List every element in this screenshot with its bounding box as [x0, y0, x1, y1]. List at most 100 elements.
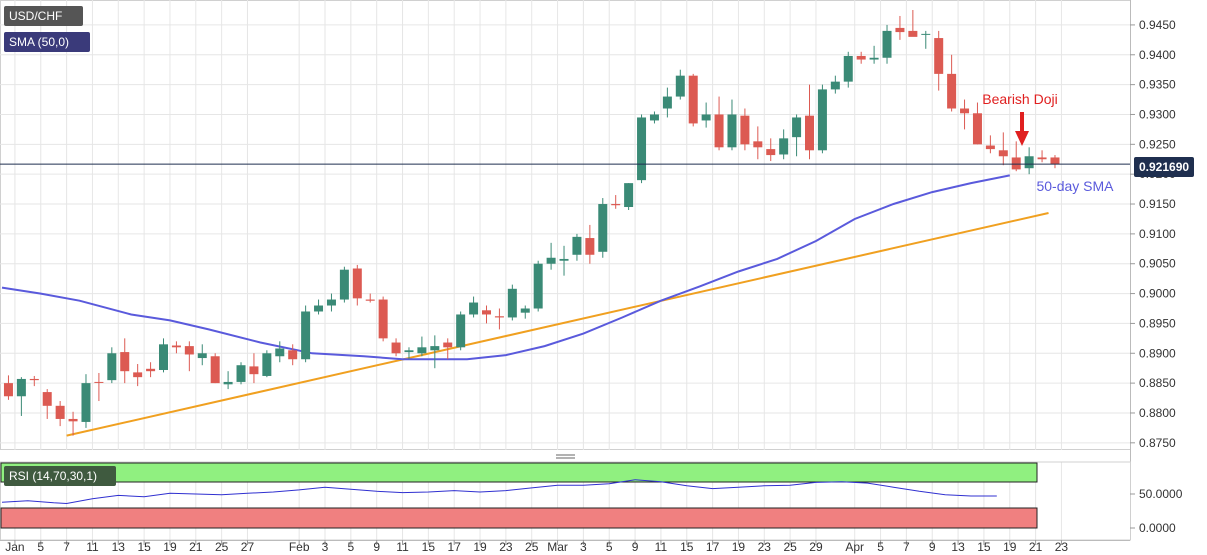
- candle-body: [882, 30, 892, 58]
- candle: [262, 350, 272, 378]
- date-tick-label: 25: [215, 540, 229, 554]
- sma-series: [1, 174, 1010, 361]
- candle: [882, 24, 892, 64]
- candle: [1050, 155, 1060, 169]
- date-tick-label: 5: [877, 540, 884, 554]
- candle: [55, 401, 65, 427]
- candle: [3, 375, 13, 400]
- candle: [714, 96, 724, 151]
- panel-splitter-handle[interactable]: [556, 454, 575, 459]
- candle: [817, 84, 827, 154]
- candle-body: [146, 368, 156, 372]
- date-tick-label: 7: [903, 540, 910, 554]
- candle: [792, 114, 802, 157]
- candle: [391, 338, 401, 357]
- candle-body: [637, 117, 647, 181]
- candle-body: [326, 299, 336, 306]
- date-tick-label: 9: [929, 540, 936, 554]
- candle: [662, 87, 672, 118]
- candle: [559, 245, 569, 276]
- candle: [29, 375, 39, 387]
- candle-body: [675, 75, 685, 97]
- candle-body: [714, 114, 724, 148]
- date-tick-label: 25: [525, 540, 539, 554]
- candle-body: [805, 115, 814, 151]
- candle-body: [792, 117, 802, 138]
- candle: [107, 347, 117, 384]
- trendline: [66, 212, 1049, 437]
- candle-body: [29, 378, 39, 381]
- candle-body: [934, 38, 944, 74]
- candle-body: [1011, 157, 1021, 170]
- date-tick-label: 23: [758, 540, 772, 554]
- candle: [675, 69, 685, 100]
- candle-body: [456, 314, 466, 348]
- candle-body: [55, 405, 65, 419]
- candles: [3, 10, 1060, 436]
- date-tick-label: 15: [977, 540, 991, 554]
- date-tick-label: 19: [732, 540, 746, 554]
- candle-body: [960, 108, 970, 114]
- date-tick-label: 15: [137, 540, 151, 554]
- candle: [520, 305, 530, 319]
- grid: [0, 0, 1131, 540]
- date-tick-label: 5: [37, 540, 44, 554]
- date-tick-label: 23: [499, 540, 513, 554]
- candle-body: [624, 183, 634, 208]
- candle: [921, 30, 931, 49]
- date-tick-label: 15: [422, 540, 436, 554]
- date-tick-label: 7: [63, 540, 70, 554]
- candle: [184, 341, 194, 372]
- date-tick-label: Feb: [289, 540, 310, 554]
- annotations: Bearish Doji 50-day SMA: [982, 91, 1114, 194]
- candle-body: [843, 55, 853, 82]
- sma-indicator-label[interactable]: SMA (50,0): [4, 32, 90, 52]
- candle-body: [559, 258, 569, 261]
- candle-body: [94, 381, 104, 383]
- candle: [753, 126, 763, 160]
- candle-body: [469, 302, 479, 315]
- candle: [236, 362, 246, 385]
- candle-body: [533, 263, 543, 309]
- sma-label: 50-day SMA: [1036, 178, 1114, 194]
- date-tick-label: 19: [473, 540, 487, 554]
- candle: [895, 15, 905, 40]
- candle: [1037, 150, 1047, 163]
- price-tick-label: 0.9350: [1139, 78, 1176, 92]
- candle-body: [1037, 157, 1047, 160]
- candle-body: [598, 204, 608, 252]
- date-axis: Jan 5 7 11 13 15 19 21 25 27 Feb 3 5 9 11 15 17 19 23 25 Mar…: [0, 540, 1130, 554]
- candle-body: [507, 288, 517, 318]
- bearish-doji-label: Bearish Doji: [982, 91, 1057, 107]
- candle-body: [171, 345, 181, 348]
- candle: [701, 102, 711, 128]
- candle-body: [197, 353, 207, 359]
- candle: [482, 305, 491, 324]
- current-price-badge: 0.921690: [1134, 157, 1194, 177]
- candle-body: [727, 114, 737, 148]
- candle-body: [972, 113, 982, 145]
- candle-body: [249, 366, 259, 375]
- candle-body: [391, 342, 401, 354]
- candle: [598, 198, 608, 258]
- price-tick-label: 0.9250: [1139, 137, 1176, 151]
- rsi-indicator-label[interactable]: RSI (14,70,30,1): [4, 466, 116, 486]
- candle: [275, 341, 285, 363]
- candle: [146, 362, 156, 378]
- date-tick-label: 5: [606, 540, 613, 554]
- candle: [81, 374, 91, 428]
- price-tick-label: 0.9400: [1139, 48, 1176, 62]
- candle-body: [611, 204, 621, 206]
- candle-body: [740, 115, 750, 145]
- candle: [94, 372, 104, 402]
- candle-body: [546, 257, 556, 264]
- symbol-label[interactable]: USD/CHF: [4, 6, 83, 26]
- price-tick-label: 0.8750: [1139, 436, 1176, 450]
- candle-body: [81, 383, 91, 422]
- candle: [533, 260, 543, 312]
- candle: [223, 371, 233, 390]
- date-tick-label: 17: [448, 540, 462, 554]
- candle: [456, 311, 466, 351]
- date-tick-label: 25: [783, 540, 797, 554]
